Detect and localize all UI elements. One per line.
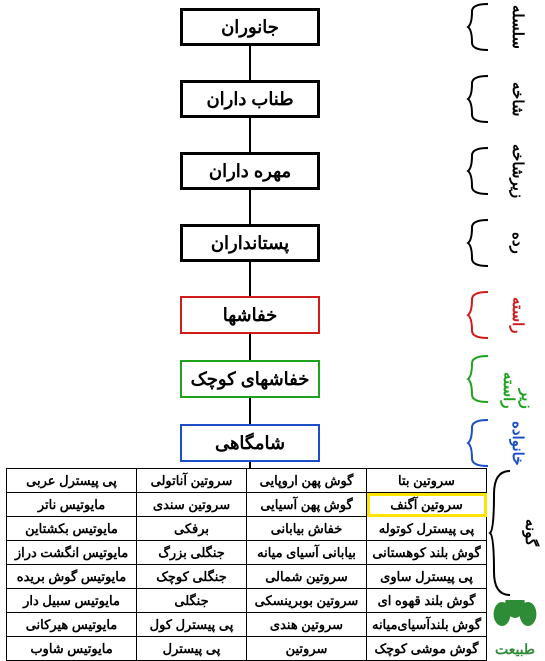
species-cell: جنگلی xyxy=(137,589,247,613)
rank-label: رده xyxy=(502,213,532,273)
connector xyxy=(249,46,251,80)
brace xyxy=(466,73,494,130)
species-cell: گوش بلند قهوه ای xyxy=(367,589,487,613)
species-cell: گوش پهن آسیایی xyxy=(247,493,367,517)
rank-label: گونه xyxy=(518,503,542,563)
species-row: گوش بلند قهوه ایسروتین بوبرینسکیجنگلیمای… xyxy=(7,589,487,613)
brace xyxy=(466,145,494,202)
brace xyxy=(466,289,494,346)
rank-label: سلسله xyxy=(502,0,532,57)
species-cell: جنگلی کوچک xyxy=(137,565,247,589)
species-cell: گوش موشی کوچک xyxy=(367,637,487,661)
species-cell: سروتین آگنف xyxy=(367,493,487,517)
connector xyxy=(249,262,251,296)
species-cell: مایوتیس انگشت دراز xyxy=(7,541,137,565)
species-cell: پی پیسترل xyxy=(137,637,247,661)
species-cell: سروتین xyxy=(247,637,367,661)
taxon-node: خفاشها xyxy=(180,296,320,334)
species-cell: مایوتیس بکشتاین xyxy=(7,517,137,541)
nature-logo: طبیعت xyxy=(490,600,540,658)
brace xyxy=(466,417,494,474)
taxon-node: مهره داران xyxy=(180,152,320,190)
rank-label: زیر راسته xyxy=(502,349,532,409)
taxon-node: جانوران xyxy=(180,8,320,46)
species-cell: مایوتیس سبیل دار xyxy=(7,589,137,613)
logo-text: طبیعت xyxy=(490,641,540,658)
species-row: سروتین بتاگوش پهن اروپاییسروتین آناتولیپ… xyxy=(7,469,487,493)
species-cell: سروتین بوبرینسکی xyxy=(247,589,367,613)
rank-label: شاخه xyxy=(502,69,532,129)
species-table: سروتین بتاگوش پهن اروپاییسروتین آناتولیپ… xyxy=(6,468,487,661)
species-row: سروتین آگنفگوش پهن آسیاییسروتین سندیمایو… xyxy=(7,493,487,517)
species-cell: مایوتیس گوش بریده xyxy=(7,565,137,589)
rank-label: زیرشاخه xyxy=(502,141,532,201)
brace xyxy=(488,468,516,603)
taxon-node: پستانداران xyxy=(180,224,320,262)
species-row: گوش بلند کوهستانیبیابانی آسیای میانهجنگل… xyxy=(7,541,487,565)
species-cell: سروتین هندی xyxy=(247,613,367,637)
species-row: پی پیسترل ساویسروتین شمالیجنگلی کوچکمایو… xyxy=(7,565,487,589)
species-cell: سروتین آناتولی xyxy=(137,469,247,493)
species-cell: گوش بلند کوهستانی xyxy=(367,541,487,565)
connector xyxy=(249,334,251,360)
species-cell: پی پیسترل عربی xyxy=(7,469,137,493)
brace xyxy=(466,1,494,58)
species-cell: مایوتیس ناتر xyxy=(7,493,137,517)
species-cell: پی پیسترل ساوی xyxy=(367,565,487,589)
taxon-node: شامگاهی xyxy=(180,424,320,462)
species-row: گوش بلندآسیای‌میانهسروتین هندیپی پیسترل … xyxy=(7,613,487,637)
connector xyxy=(249,190,251,224)
species-cell: خفاش بیابانی xyxy=(247,517,367,541)
rank-label: خانواده xyxy=(502,413,532,473)
species-cell: برفکی xyxy=(137,517,247,541)
species-cell: سروتین سندی xyxy=(137,493,247,517)
species-cell: بیابانی آسیای میانه xyxy=(247,541,367,565)
connector xyxy=(249,398,251,424)
species-row: گوش موشی کوچکسروتینپی پیسترلمایوتیس شاوب xyxy=(7,637,487,661)
species-cell: مایوتیس شاوب xyxy=(7,637,137,661)
brace xyxy=(466,353,494,410)
species-cell: گوش بلندآسیای‌میانه xyxy=(367,613,487,637)
species-cell: جنگلی بزرگ xyxy=(137,541,247,565)
species-cell: پی پیسترل کوتوله xyxy=(367,517,487,541)
taxon-node: خفاشهای کوچک xyxy=(180,360,320,398)
taxon-node: طناب داران xyxy=(180,80,320,118)
species-cell: سروتین بتا xyxy=(367,469,487,493)
species-cell: گوش پهن اروپایی xyxy=(247,469,367,493)
species-cell: سروتین شمالی xyxy=(247,565,367,589)
rank-label: راسته xyxy=(502,285,532,345)
species-cell: پی پیسترل کول xyxy=(137,613,247,637)
species-cell: مایوتیس هیرکانی xyxy=(7,613,137,637)
connector xyxy=(249,118,251,152)
brace xyxy=(466,217,494,274)
species-row: پی پیسترل کوتولهخفاش بیابانیبرفکیمایوتیس… xyxy=(7,517,487,541)
